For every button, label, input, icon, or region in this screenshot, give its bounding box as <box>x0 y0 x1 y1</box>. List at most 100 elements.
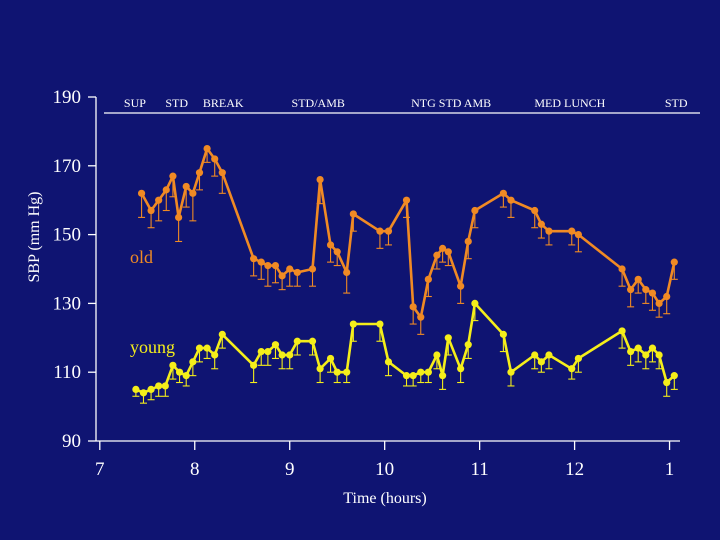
series-old <box>137 145 678 335</box>
young-data-point <box>627 347 635 356</box>
old-data-point <box>634 275 642 283</box>
young-data-point <box>147 385 155 393</box>
old-data-point <box>147 206 155 215</box>
y-tick-label-130: 130 <box>53 293 82 314</box>
young-data-point <box>182 372 190 380</box>
young-data-point <box>349 320 357 328</box>
old-data-point <box>293 268 301 277</box>
x-axis-title: Time (hours) <box>343 490 426 507</box>
young-data-point <box>169 361 177 369</box>
young-data-point <box>499 330 507 338</box>
young-data-point <box>333 368 341 376</box>
event-label-3: BREAK <box>203 96 244 110</box>
young-data-point <box>271 341 280 349</box>
old-data-point <box>537 220 545 228</box>
young-data-point <box>670 372 678 380</box>
y-tick-label-90: 90 <box>62 431 81 452</box>
young-data-point <box>439 372 447 380</box>
young-data-point <box>648 344 657 352</box>
young-data-point <box>457 365 465 373</box>
y-axis-title: SBP (mm Hg) <box>26 192 43 283</box>
x-ticks: 7 8 9 10 11 12 1 <box>95 441 674 480</box>
old-data-point <box>211 155 219 163</box>
young-data-point <box>444 334 452 342</box>
young-data-point <box>568 365 576 373</box>
event-label-6: MED LUNCH <box>534 96 605 110</box>
old-data-point <box>642 286 650 294</box>
young-data-point <box>343 368 351 376</box>
old-data-point <box>316 175 324 184</box>
old-data-point <box>574 231 582 239</box>
old-data-point <box>155 196 163 204</box>
young-data-point <box>195 344 204 352</box>
young-data-point <box>663 378 671 387</box>
old-data-point <box>648 289 657 297</box>
old-data-point <box>531 206 539 215</box>
old-data-point <box>384 227 393 235</box>
event-labels: SUP STD BREAK STD/AMB NTG STD AMB MED LUNCH ST… <box>124 96 688 110</box>
x-tick-label-7: 7 <box>95 459 105 480</box>
x-tick-label-10: 10 <box>375 459 394 480</box>
young-data-point <box>507 368 515 376</box>
old-data-point <box>326 241 335 249</box>
young-data-point <box>537 358 545 366</box>
old-data-point <box>257 258 265 266</box>
old-data-point <box>343 268 351 277</box>
series-label-young: young <box>130 337 175 357</box>
young-data-point <box>376 320 384 328</box>
young-data-point <box>402 372 411 380</box>
old-data-point <box>439 244 447 252</box>
young-data-point <box>531 351 539 359</box>
event-label-1: SUP <box>124 96 146 110</box>
young-data-point <box>218 330 226 338</box>
young-data-point <box>161 382 169 390</box>
young-data-point <box>257 347 265 356</box>
old-data-point <box>457 282 465 290</box>
old-data-point <box>424 275 432 283</box>
young-data-point <box>316 365 324 373</box>
old-data-point <box>433 251 441 259</box>
old-error-bar <box>189 193 197 222</box>
y-ticks: 90 110 130 150 170 190 <box>53 87 96 452</box>
old-error-bar <box>138 193 146 218</box>
y-tick-label-170: 170 <box>53 156 82 177</box>
young-data-point <box>250 361 258 369</box>
old-data-point <box>655 299 663 307</box>
event-label-7: STD <box>665 96 688 110</box>
event-label-2: STD <box>165 96 188 110</box>
old-data-point <box>308 265 317 273</box>
old-data-point <box>417 313 425 321</box>
old-error-bar <box>175 217 183 243</box>
series-young <box>132 299 678 404</box>
old-data-point <box>444 248 452 256</box>
old-data-point <box>670 258 678 266</box>
young-data-point <box>155 382 163 390</box>
young-data-point <box>642 351 650 359</box>
old-data-point <box>663 292 671 301</box>
y-tick-label-150: 150 <box>53 225 82 246</box>
young-data-point <box>471 299 479 307</box>
x-tick-label-9: 9 <box>285 459 295 480</box>
young-data-point <box>139 389 148 397</box>
old-data-point <box>464 237 472 246</box>
old-data-point <box>545 227 553 235</box>
young-data-point <box>286 351 294 359</box>
x-tick-label-12: 12 <box>565 459 584 480</box>
series-labels: old young <box>130 247 175 357</box>
old-data-point <box>499 189 507 197</box>
old-data-point <box>218 169 226 177</box>
old-data-point <box>278 272 286 280</box>
old-data-point <box>376 227 384 235</box>
young-data-point <box>574 354 582 363</box>
young-data-point <box>175 368 184 376</box>
old-data-point <box>182 182 190 191</box>
young-data-point <box>384 358 393 366</box>
young-data-point <box>417 368 425 376</box>
young-data-point <box>308 337 317 345</box>
old-data-point <box>250 255 258 263</box>
young-data-point <box>264 347 272 356</box>
old-data-point <box>137 189 146 197</box>
old-data-point <box>195 169 204 177</box>
y-tick-label-110: 110 <box>53 362 81 383</box>
young-data-point <box>634 344 642 352</box>
